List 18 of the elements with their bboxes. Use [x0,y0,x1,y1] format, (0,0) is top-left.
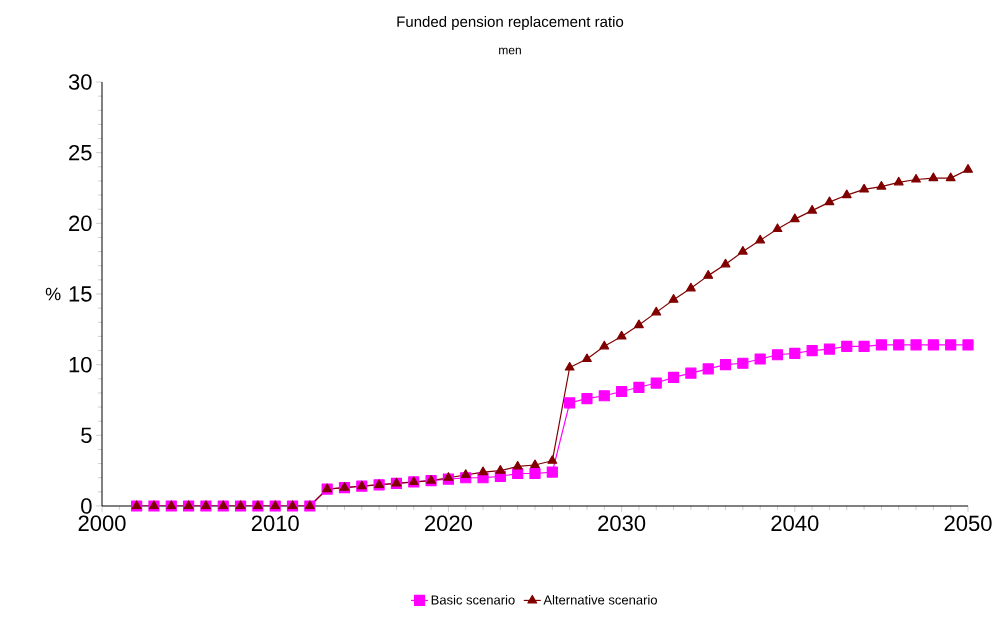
y-tick-label: 15 [69,286,92,302]
x-tick-label: 2030 [598,515,646,532]
y-tick-label: 10 [69,356,92,373]
y-tick-label: 20 [69,215,92,232]
legend-label: Alternative scenario [543,594,657,605]
x-tick-label: 2040 [771,515,819,532]
y-tick-label: 0 [81,498,92,514]
chart-subtitle: men [499,47,521,55]
legend-label: Basic scenario [431,594,515,605]
x-tick-label: 2010 [251,515,299,532]
x-tick-label: 2000 [78,515,126,532]
y-tick-label: 5 [81,427,92,444]
y-tick-label: 30 [68,74,92,90]
chart-title: Funded pension replacement ratio [397,16,624,30]
x-tick-label: 2050 [944,515,992,532]
x-tick-label: 2020 [425,515,473,532]
y-axis-title: % [45,287,61,301]
y-tick-label: 25 [69,144,92,161]
